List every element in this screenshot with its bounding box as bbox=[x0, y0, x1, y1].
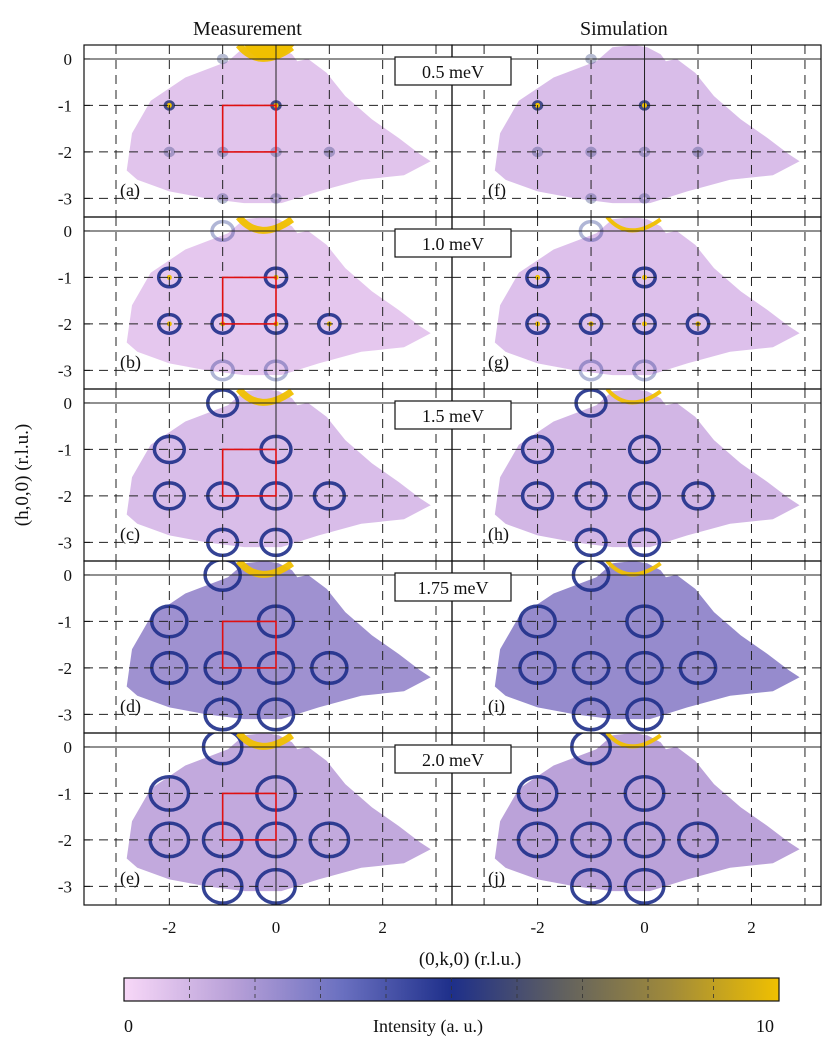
x-tick-label: -2 bbox=[162, 918, 176, 937]
bright-feature bbox=[235, 561, 295, 578]
energy-label-box bbox=[394, 572, 512, 602]
panel-simulation-3: (h) bbox=[451, 388, 822, 562]
panel-label: (j) bbox=[488, 868, 505, 889]
energy-label: 1.0 meV bbox=[422, 234, 484, 254]
panel-label: (d) bbox=[120, 696, 141, 717]
y-tick-label: -3 bbox=[58, 705, 72, 724]
energy-label: 1.75 meV bbox=[418, 578, 489, 598]
coverage-region bbox=[126, 45, 431, 204]
y-tick-label: -2 bbox=[58, 315, 72, 334]
column-title-measurement: Measurement bbox=[193, 18, 302, 40]
x-axis-label: (0,k,0) (r.l.u.) bbox=[419, 949, 521, 970]
coverage-region bbox=[494, 217, 800, 376]
bright-feature bbox=[235, 389, 295, 406]
x-tick-label: 0 bbox=[640, 918, 649, 937]
panel-frame bbox=[451, 732, 822, 906]
panel-measurement-2: (b) bbox=[83, 216, 453, 390]
energy-label: 0.5 meV bbox=[422, 62, 484, 82]
column-title-simulation: Simulation bbox=[580, 18, 668, 40]
y-tick-label: -3 bbox=[58, 877, 72, 896]
y-tick-label: 0 bbox=[64, 738, 73, 757]
bright-feature bbox=[235, 217, 295, 234]
y-tick-label: -3 bbox=[58, 533, 72, 552]
bright-feature bbox=[605, 733, 662, 749]
panel-measurement-1: (a) bbox=[83, 44, 453, 218]
energy-label-box bbox=[394, 228, 512, 258]
highlight-box bbox=[221, 104, 277, 153]
y-tick-label: -2 bbox=[58, 659, 72, 678]
coverage-region bbox=[126, 389, 431, 548]
panel-label: (f) bbox=[488, 180, 506, 201]
y-tick-label: 0 bbox=[64, 566, 73, 585]
x-tick-label: 0 bbox=[272, 918, 281, 937]
energy-label-box bbox=[394, 744, 512, 774]
panel-label: (a) bbox=[120, 180, 140, 201]
y-tick-label: 0 bbox=[64, 50, 73, 69]
highlight-box bbox=[221, 792, 277, 841]
panel-measurement-3: (c) bbox=[83, 388, 453, 562]
bright-feature bbox=[605, 217, 662, 233]
bright-feature-fill bbox=[244, 45, 295, 61]
panel-simulation-4: (i) bbox=[451, 560, 822, 734]
coverage-region bbox=[494, 561, 800, 720]
x-tick-label: 2 bbox=[747, 918, 756, 937]
bright-feature bbox=[605, 561, 662, 577]
panel-label: (c) bbox=[120, 524, 140, 545]
coverage-region bbox=[126, 733, 431, 892]
coverage-region bbox=[494, 733, 800, 892]
y-tick-label: 0 bbox=[64, 222, 73, 241]
coverage-region bbox=[494, 45, 800, 204]
y-tick-label: -1 bbox=[58, 268, 72, 287]
x-tick-label: -2 bbox=[530, 918, 544, 937]
y-tick-label: -1 bbox=[58, 440, 72, 459]
y-axis-label: (h,0,0) (r.l.u.) bbox=[12, 424, 33, 526]
y-tick-label: -2 bbox=[58, 831, 72, 850]
y-tick-label: -1 bbox=[58, 96, 72, 115]
energy-label-box bbox=[394, 56, 512, 86]
highlight-box bbox=[221, 620, 277, 669]
panel-label: (b) bbox=[120, 352, 141, 373]
highlight-box bbox=[221, 448, 277, 497]
panel-label: (e) bbox=[120, 868, 140, 889]
x-tick-label: 2 bbox=[378, 918, 387, 937]
panel-label: (g) bbox=[488, 352, 509, 373]
coverage-region bbox=[126, 217, 431, 376]
bright-feature bbox=[235, 733, 295, 750]
panel-simulation-5: (j) bbox=[451, 732, 822, 906]
y-tick-label: -3 bbox=[58, 361, 72, 380]
y-tick-label: -2 bbox=[58, 143, 72, 162]
panel-measurement-4: (d) bbox=[83, 560, 453, 734]
colorbar-title: Intensity (a. u.) bbox=[373, 1016, 483, 1036]
energy-label: 1.5 meV bbox=[422, 406, 484, 426]
bright-feature bbox=[605, 389, 662, 405]
panel-label: (i) bbox=[488, 696, 505, 717]
coverage-region bbox=[126, 561, 431, 720]
y-tick-label: -1 bbox=[58, 784, 72, 803]
colorbar-min-label: 0 bbox=[124, 1016, 133, 1036]
y-tick-label: 0 bbox=[64, 394, 73, 413]
energy-label-box bbox=[394, 400, 512, 430]
y-tick-label: -1 bbox=[58, 612, 72, 631]
y-tick-label: -3 bbox=[58, 189, 72, 208]
colorbar-max-label: 10 bbox=[756, 1016, 774, 1036]
energy-label: 2.0 meV bbox=[422, 750, 484, 770]
highlight-box bbox=[221, 276, 277, 325]
panel-label: (h) bbox=[488, 524, 509, 545]
y-tick-label: -2 bbox=[58, 487, 72, 506]
coverage-region bbox=[494, 389, 800, 548]
